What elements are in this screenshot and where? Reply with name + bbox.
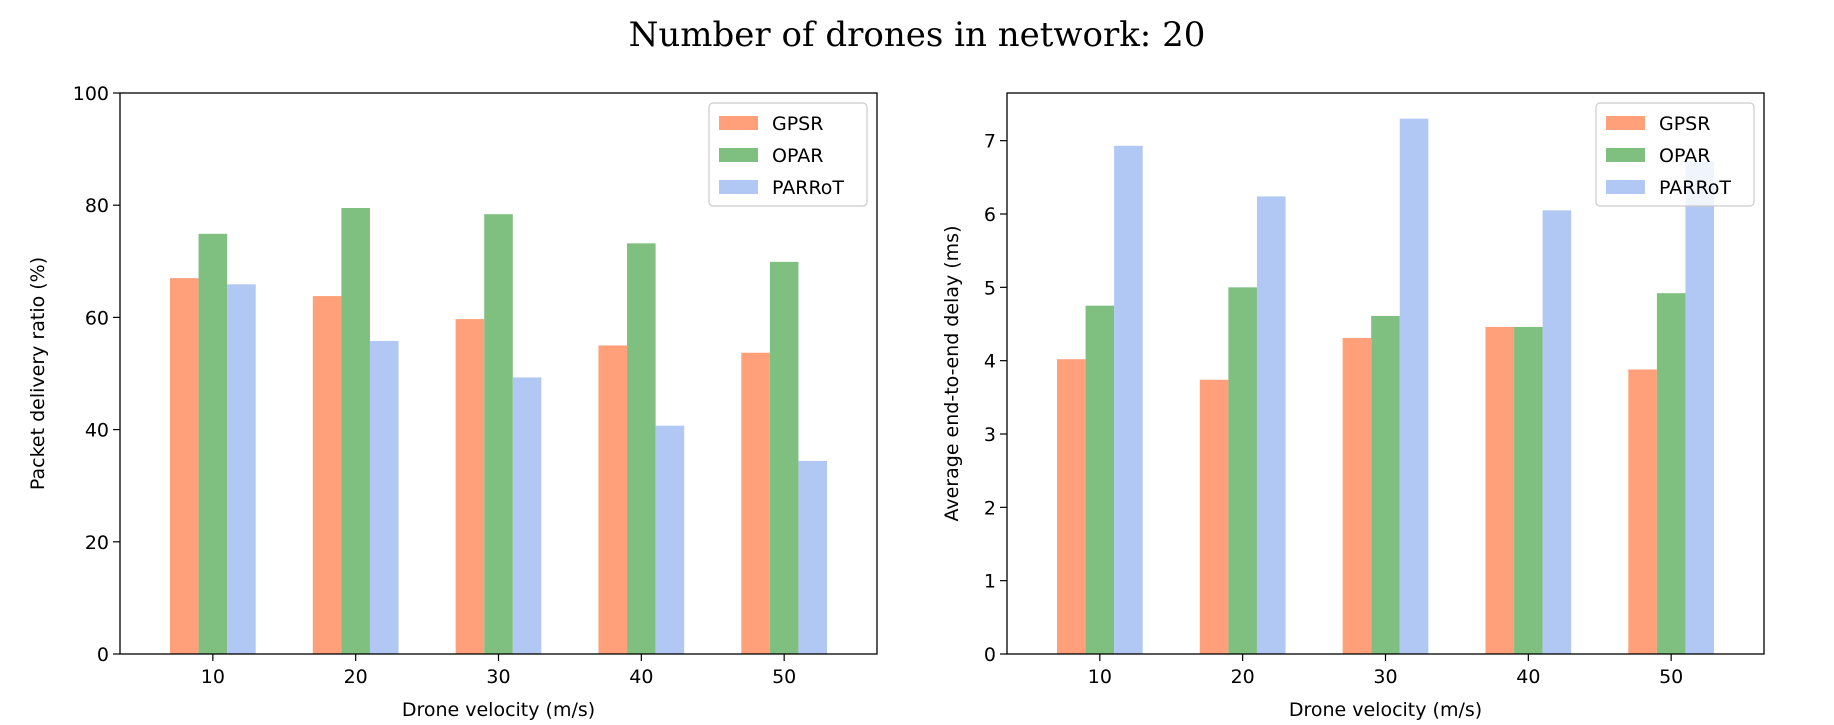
y-tick-label: 4	[984, 351, 996, 373]
legend-label-parrot: PARRoT	[1659, 177, 1731, 199]
y-axis-label: Average end-to-end delay (ms)	[941, 225, 963, 521]
bar-opar-50	[1656, 293, 1686, 654]
bar-gpsr-30	[1342, 337, 1372, 654]
legend-label-opar: OPAR	[772, 145, 823, 167]
x-tick-label: 20	[344, 666, 368, 688]
bar-gpsr-50	[741, 352, 770, 654]
legend: GPSR OPAR PARRoT	[1595, 102, 1755, 207]
bar-parrot-40	[655, 425, 685, 654]
bar-opar-50	[769, 261, 799, 654]
x-tick-label: 20	[1231, 666, 1255, 688]
bar-parrot-20	[1256, 196, 1286, 654]
y-tick-label: 7	[984, 131, 996, 153]
legend: GPSR OPAR PARRoT	[708, 102, 868, 207]
bar-opar-20	[1228, 287, 1257, 654]
bar-parrot-30	[512, 377, 542, 654]
bar-opar-20	[341, 208, 370, 654]
x-tick-label: 30	[486, 666, 510, 688]
y-tick-label: 20	[85, 532, 109, 554]
bar-gpsr-10	[1056, 359, 1086, 654]
x-tick-label: 40	[1516, 666, 1540, 688]
y-tick-label: 60	[85, 307, 109, 329]
y-tick-label: 40	[85, 420, 109, 442]
x-tick-label: 40	[629, 666, 653, 688]
bar-parrot-30	[1399, 118, 1429, 655]
y-tick-label: 6	[984, 204, 996, 226]
bar-parrot-10	[1114, 145, 1143, 655]
y-tick-label: 0	[97, 644, 109, 666]
legend-swatch-parrot	[719, 180, 758, 194]
y-tick-label: 1	[984, 571, 996, 593]
bar-opar-10	[198, 233, 228, 654]
y-tick-label: 2	[984, 497, 996, 519]
bar-opar-40	[627, 243, 656, 654]
bar-parrot-40	[1542, 210, 1572, 654]
x-tick-label: 10	[201, 666, 225, 688]
x-tick-label: 50	[1659, 666, 1683, 688]
bar-parrot-50	[1685, 161, 1715, 654]
bar-gpsr-50	[1628, 369, 1657, 654]
bar-gpsr-40	[1485, 326, 1515, 654]
chart-packet-delivery-ratio: 0 20 40 60 80 100 10 20 30 40 50 Drone velocity (m/…	[27, 83, 878, 721]
y-tick-label: 100	[73, 83, 109, 105]
chart-end-to-end-delay: 0 1 2 3 4 5 6 7 10 20 30 40 50 Drone velocity (m/s) Av…	[941, 92, 1765, 721]
bar-opar-40	[1514, 326, 1543, 654]
legend-swatch-opar	[719, 148, 758, 162]
bar-parrot-50	[798, 461, 828, 654]
legend-swatch-opar	[1606, 148, 1645, 162]
bar-gpsr-20	[312, 296, 342, 654]
bar-gpsr-30	[455, 319, 485, 654]
legend-swatch-gpsr	[719, 116, 758, 130]
legend-swatch-gpsr	[1606, 116, 1645, 130]
x-tick-label: 50	[772, 666, 796, 688]
legend-swatch-parrot	[1606, 180, 1645, 194]
y-tick-label: 80	[85, 195, 109, 217]
bar-gpsr-20	[1199, 379, 1229, 654]
bar-gpsr-10	[169, 278, 199, 654]
x-axis-label: Drone velocity (m/s)	[402, 699, 595, 721]
x-tick-label: 30	[1373, 666, 1397, 688]
x-tick-label: 10	[1088, 666, 1112, 688]
bar-parrot-20	[369, 340, 399, 654]
y-tick-label: 3	[984, 424, 996, 446]
y-tick-label: 5	[984, 277, 996, 299]
y-tick-label: 0	[984, 644, 996, 666]
bar-gpsr-40	[598, 345, 628, 654]
legend-label-parrot: PARRoT	[772, 177, 844, 199]
legend-label-gpsr: GPSR	[1659, 113, 1710, 135]
bar-parrot-10	[227, 284, 256, 654]
bar-opar-30	[484, 214, 513, 654]
bar-opar-10	[1085, 305, 1115, 654]
legend-label-opar: OPAR	[1659, 145, 1710, 167]
legend-label-gpsr: GPSR	[772, 113, 823, 135]
figure-suptitle: Number of drones in network: 20	[629, 15, 1206, 55]
bar-opar-30	[1371, 315, 1400, 654]
x-axis-label: Drone velocity (m/s)	[1289, 699, 1482, 721]
y-axis-label: Packet delivery ratio (%)	[27, 257, 49, 490]
